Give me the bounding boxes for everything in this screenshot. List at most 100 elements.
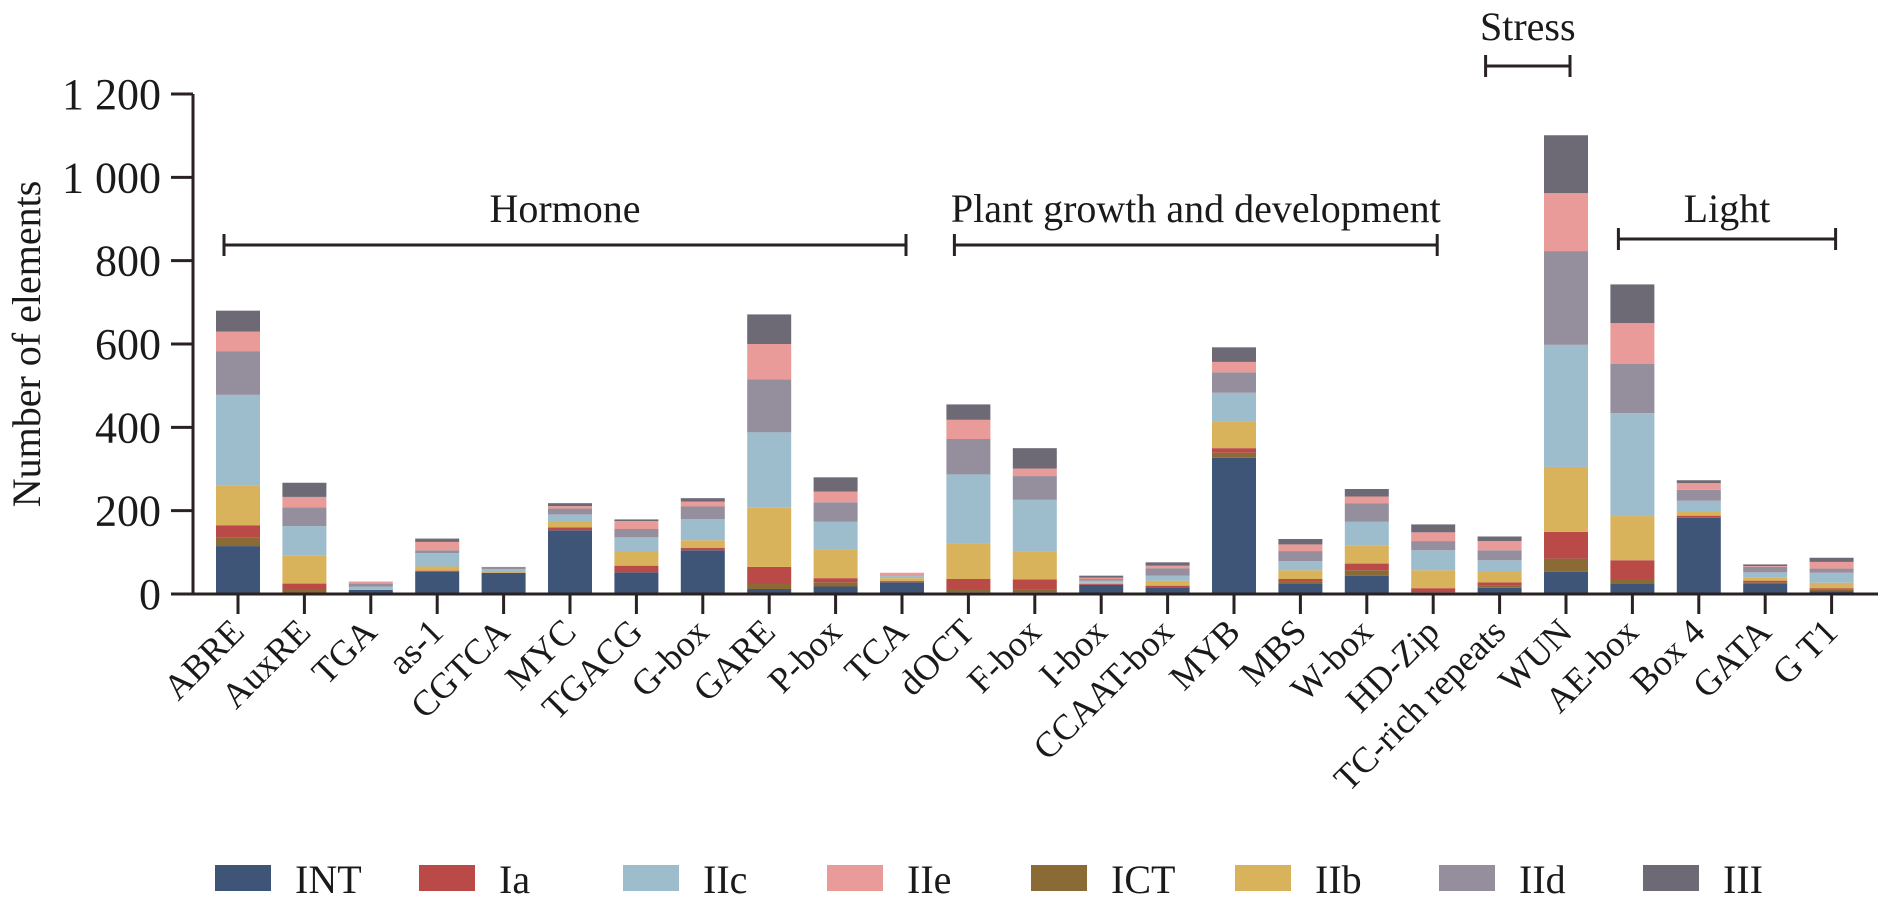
bar-segment-INT: [1145, 587, 1190, 594]
bar-segment-IIb: [481, 571, 526, 573]
bar-segment-IId: [1278, 551, 1323, 562]
bar-segment-Ia: [1212, 448, 1256, 453]
bar-segment-III: [1411, 524, 1456, 533]
bar-segment-IIe: [348, 581, 393, 584]
bar-segment-Ia: [1610, 560, 1655, 579]
bars-layer: [216, 135, 1854, 594]
x-tick-label: P-box: [760, 611, 849, 700]
bar-segment-IIe: [1809, 561, 1854, 569]
bar-segment-Ia: [1676, 515, 1721, 518]
bar-segment-IId: [680, 506, 725, 519]
bar-segment-Ia: [1145, 585, 1190, 588]
bar-segment-IId: [282, 507, 327, 527]
bar-segment-III: [548, 503, 592, 507]
bar-segment-III: [1278, 539, 1323, 545]
bar-stack: [415, 538, 460, 594]
bar-segment-IIc: [813, 521, 858, 550]
bar-segment-IIe: [1278, 544, 1323, 552]
group-annotations: Hormone Plant growth and development Stres…: [222, 4, 1838, 256]
x-tick-label: MYB: [1161, 611, 1247, 697]
bar-segment-Ia: [1012, 579, 1057, 590]
x-tick-label: dOCT: [890, 611, 982, 703]
bar-segment-IIc: [348, 586, 393, 590]
bar-segment-IIb: [1278, 570, 1323, 579]
legend-swatch: [1643, 865, 1699, 891]
bar-segment-IIe: [1743, 566, 1788, 567]
bar-segment-INT: [813, 586, 858, 594]
bar-segment-ICT: [1610, 579, 1655, 584]
bar-stack: [348, 581, 393, 594]
bar-segment-Ia: [1477, 582, 1522, 586]
bar-segment-IIc: [1079, 580, 1124, 583]
legend-label: IIe: [907, 857, 951, 902]
legend-item: IIc: [623, 857, 747, 902]
y-tick-label: 1 000: [62, 153, 161, 202]
bar-segment-IId: [614, 529, 659, 538]
bar-segment-III: [1012, 448, 1057, 469]
bar-segment-IIe: [1676, 483, 1721, 490]
bar-segment-IIe: [946, 419, 991, 439]
bar-stack: [680, 498, 725, 594]
bar-segment-IId: [813, 502, 858, 522]
bar-segment-INT: [1278, 584, 1323, 594]
bar-segment-IIc: [481, 569, 526, 572]
bar-segment-ICT: [216, 537, 260, 547]
bar-segment-IIc: [1012, 499, 1057, 552]
bar-segment-III: [1544, 135, 1588, 194]
bar-segment-INT: [1477, 587, 1522, 594]
bar-segment-IIe: [1477, 541, 1522, 551]
bar-segment-IIb: [1411, 570, 1456, 589]
bar-segment-IId: [1809, 568, 1854, 573]
annotation-bracket: Light: [1616, 186, 1838, 250]
bar-segment-IId: [1212, 372, 1256, 393]
bar-segment-IIb: [1145, 580, 1190, 586]
bar-segment-IIb: [1212, 421, 1256, 449]
bar-segment-IIb: [1344, 545, 1389, 564]
legend-swatch: [419, 865, 475, 891]
legend-item: INT: [215, 857, 362, 902]
bar-segment-ICT: [813, 582, 858, 587]
annotation-bracket: Stress: [1480, 4, 1576, 77]
bar-segment-INT: [880, 582, 924, 594]
bar-segment-III: [415, 538, 460, 542]
y-tick-label: 0: [139, 570, 161, 619]
x-ticks: ABREAuxRETGAas-1CGTCAMYCTGACGG-boxGAREP-…: [155, 594, 1845, 799]
annotation-label: Stress: [1480, 4, 1576, 49]
bar-segment-INT: [1743, 584, 1788, 594]
bar-segment-Ia: [614, 565, 659, 573]
bar-segment-IIc: [1212, 392, 1256, 422]
y-tick-label: 800: [95, 237, 161, 286]
bar-segment-III: [680, 498, 725, 502]
legend-item: IId: [1439, 857, 1566, 902]
bar-stack: [1477, 536, 1522, 594]
bar-segment-Ia: [1809, 588, 1854, 590]
bar-segment-IIc: [1676, 500, 1721, 512]
bar-segment-IId: [1079, 579, 1124, 581]
bar-stack: [880, 572, 924, 594]
bar-segment-IIb: [1809, 582, 1854, 589]
bar-segment-IId: [1743, 566, 1788, 573]
bar-segment-IIb: [1610, 516, 1655, 561]
bar-segment-INT: [481, 572, 526, 594]
bar-segment-ICT: [1809, 589, 1854, 592]
bar-segment-Ia: [415, 570, 460, 572]
bar-segment-IIe: [1145, 565, 1190, 569]
bar-segment-ICT: [1012, 589, 1057, 593]
bar-segment-III: [813, 477, 858, 492]
legend: INT Ia IIc IIe ICT IIb IId III: [215, 857, 1763, 902]
bar-segment-IIe: [680, 501, 725, 507]
annotation-label: Light: [1684, 186, 1771, 231]
bar-segment-Ia: [813, 578, 858, 583]
bar-segment-IIc: [747, 432, 792, 508]
bar-segment-IIe: [1012, 468, 1057, 477]
bar-segment-III: [1809, 557, 1854, 562]
bar-segment-ICT: [1477, 585, 1522, 588]
bar-segment-Ia: [1344, 563, 1389, 571]
bar-segment-IIb: [415, 566, 460, 571]
bar-segment-ICT: [1344, 570, 1389, 576]
bar-segment-IId: [415, 550, 460, 554]
bar-segment-IId: [348, 583, 393, 587]
bar-segment-Ia: [282, 583, 327, 589]
bar-segment-IIb: [880, 578, 924, 582]
bar-segment-IIc: [548, 514, 592, 522]
